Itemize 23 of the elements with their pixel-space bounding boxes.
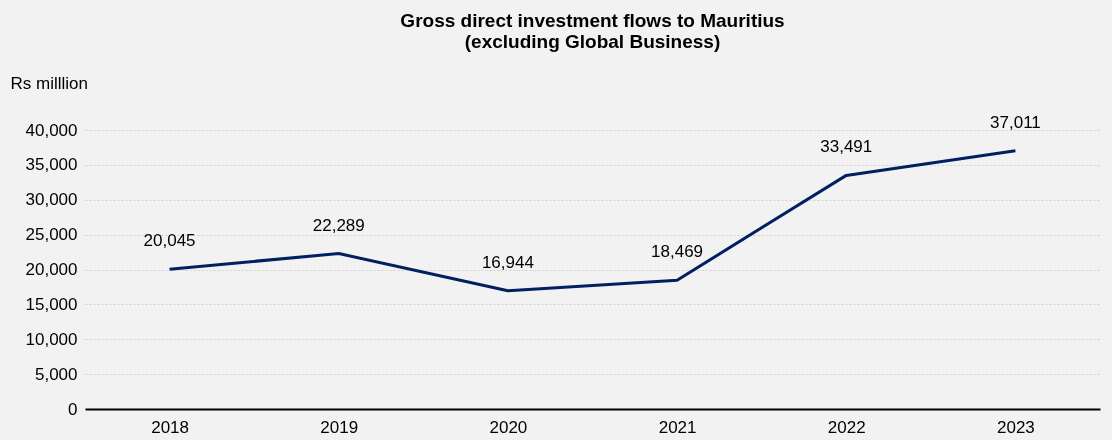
x-tick-label: 2023 [997,417,1035,437]
chart-title: Gross direct investment flows to Mauritius (excluding Global Business) [400,10,785,52]
data-label: 22,289 [312,215,365,235]
data-label: 20,045 [143,231,196,251]
y-axis-title: Rs milllion [10,73,88,93]
y-tick-label: 10,000 [25,329,78,349]
x-tick-label: 2022 [827,417,866,437]
y-tick-label: 20,000 [25,260,78,279]
y-tick-label: 25,000 [25,225,78,245]
x-tick-label: 2021 [658,417,697,437]
data-label: 37,011 [990,112,1041,132]
y-tick-label: 15,000 [25,294,78,314]
data-label: 16,944 [481,252,534,272]
y-tick-label: 30,000 [25,190,78,210]
data-label: 18,469 [651,242,704,262]
x-tick-label: 2019 [320,417,359,437]
x-tick-label: 2018 [151,417,189,437]
y-tick-label: 35,000 [25,155,78,175]
data-label: 33,491 [820,137,873,157]
y-tick-label: 40,000 [25,120,78,140]
x-tick-label: 2020 [489,417,528,437]
y-tick-label: 5,000 [34,364,78,384]
y-tick-label: 0 [68,399,78,419]
